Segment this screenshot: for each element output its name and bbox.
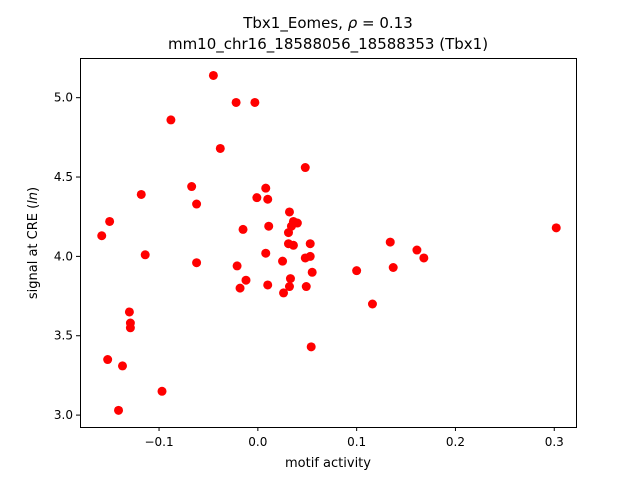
data-point xyxy=(192,199,202,209)
x-tick-label: −0.1 xyxy=(144,435,173,449)
data-point xyxy=(252,193,262,203)
data-point xyxy=(235,283,245,293)
data-point xyxy=(278,256,288,266)
data-point xyxy=(215,143,225,153)
data-point xyxy=(117,361,127,371)
data-point xyxy=(284,207,294,217)
chart-title-line2: mm10_chr16_18588056_18588353 (Tbx1) xyxy=(168,35,488,54)
data-point xyxy=(136,189,146,199)
data-point xyxy=(140,250,150,260)
data-point xyxy=(385,237,395,247)
data-point xyxy=(261,183,271,193)
x-axis-ticks: −0.1 0.0 0.1 0.2 0.3 xyxy=(144,427,564,449)
data-point xyxy=(232,261,242,271)
y-tick-label: 4.0 xyxy=(54,249,73,263)
x-axis-label: motif activity xyxy=(285,456,371,471)
y-tick-label: 5.0 xyxy=(54,91,73,105)
data-point xyxy=(300,163,310,173)
data-point xyxy=(124,307,134,317)
data-point xyxy=(125,323,135,333)
data-point xyxy=(300,253,310,263)
data-point xyxy=(301,282,311,292)
data-point xyxy=(279,288,289,298)
data-point xyxy=(352,266,362,276)
y-tick-label: 4.5 xyxy=(54,170,73,184)
data-point xyxy=(231,97,241,107)
x-tick-label: 0.1 xyxy=(347,435,366,449)
data-point xyxy=(103,355,113,365)
data-point xyxy=(263,194,273,204)
data-point xyxy=(367,299,377,309)
data-point xyxy=(192,258,202,268)
data-point xyxy=(114,405,124,415)
data-point xyxy=(288,240,298,250)
data-point xyxy=(250,97,260,107)
y-axis-ticks: 3.0 3.5 4.0 4.5 5.0 xyxy=(54,91,80,422)
data-point xyxy=(306,342,316,352)
y-tick-label: 3.5 xyxy=(54,329,73,343)
data-point xyxy=(551,223,561,233)
data-points xyxy=(97,70,561,415)
x-tick-label: 0.3 xyxy=(545,435,564,449)
x-tick-label: 0.0 xyxy=(248,435,267,449)
data-point xyxy=(97,231,107,241)
y-axis-label: signal at CRE (ln) xyxy=(26,187,41,299)
chart-title-line1: Tbx1_Eomes, ρ = 0.13 xyxy=(242,14,413,33)
data-point xyxy=(157,386,167,396)
data-point xyxy=(419,253,429,263)
data-point xyxy=(241,275,251,285)
data-point xyxy=(208,70,218,80)
data-point xyxy=(307,267,317,277)
data-point xyxy=(238,224,248,234)
data-point xyxy=(263,280,273,290)
data-point xyxy=(283,228,293,238)
data-point xyxy=(261,248,271,258)
data-point xyxy=(187,182,197,192)
data-point xyxy=(166,115,176,125)
data-point xyxy=(305,239,315,249)
data-point xyxy=(105,216,115,226)
data-point xyxy=(388,263,398,272)
data-point xyxy=(284,282,294,292)
data-point xyxy=(285,274,295,284)
data-point xyxy=(412,245,422,255)
data-point xyxy=(264,221,274,231)
y-tick-label: 3.0 xyxy=(54,408,73,422)
x-tick-label: 0.2 xyxy=(446,435,465,449)
plot-frame xyxy=(80,58,577,428)
